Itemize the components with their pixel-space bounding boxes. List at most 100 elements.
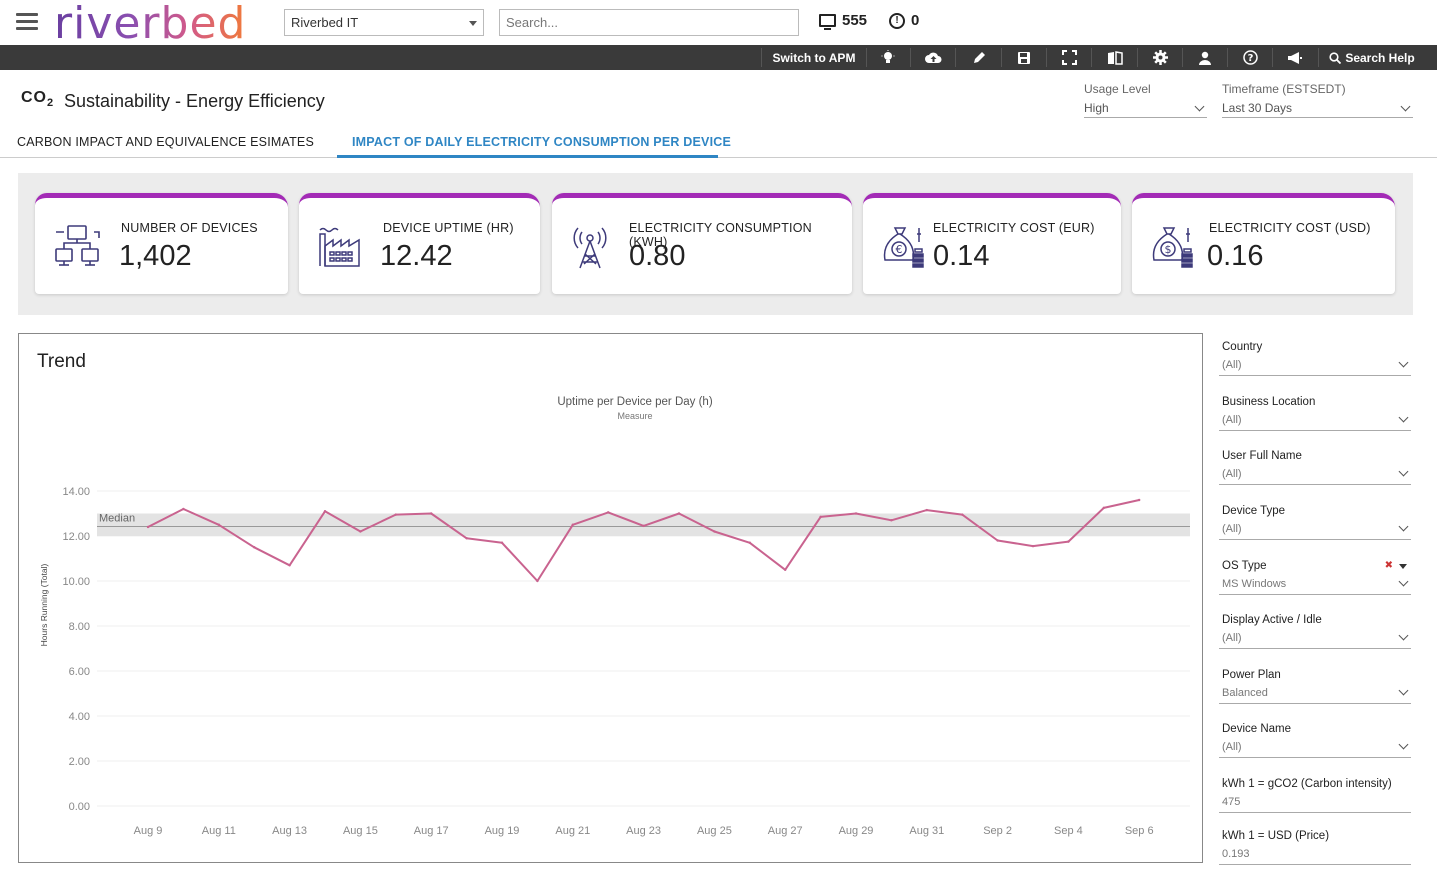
data-point (323, 510, 327, 513)
filter-label: kWh 1 = gCO2 (Carbon intensity) (1222, 778, 1392, 790)
kpi-value: 12.42 (380, 240, 453, 272)
filter-value[interactable]: MS Windows (1219, 576, 1411, 595)
toolbar-divider (910, 48, 911, 67)
y-tick-label: 6.00 (69, 666, 90, 678)
x-tick-label: Sep 2 (983, 825, 1012, 837)
y-tick-label: 12.00 (62, 531, 90, 543)
chevron-down-icon (1398, 412, 1409, 423)
filter-6[interactable]: Power Plan Balanced (1219, 669, 1411, 704)
filter-value[interactable]: 0.193 (1219, 848, 1411, 865)
kpi-card-devices: NUMBER OF DEVICES 1,402 (35, 193, 288, 294)
toolbar: Switch to APM (0, 45, 1437, 70)
filter-value[interactable]: (All) (1219, 521, 1411, 540)
lightbulb-icon[interactable] (868, 45, 908, 70)
data-point (1102, 506, 1106, 510)
search-input[interactable] (499, 9, 799, 36)
chart-title: Trend (37, 351, 86, 372)
tab-daily-electricity[interactable]: IMPACT OF DAILY ELECTRICITY CONSUMPTION … (352, 135, 732, 149)
kpi-card-consumption: ELECTRICITY CONSUMPTION (KWH) 0.80 (552, 193, 852, 294)
devices-icon (55, 225, 100, 266)
alerts-counter[interactable]: ! 0 (889, 12, 919, 29)
monitor-icon (819, 14, 836, 30)
co2-icon: CO2 (21, 89, 55, 110)
filter-9[interactable]: kWh 1 = USD (Price) 0.193 (1219, 830, 1411, 865)
fullscreen-icon[interactable] (1048, 45, 1090, 70)
org-select[interactable]: Riverbed IT (284, 9, 484, 36)
devices-counter[interactable]: 555 (819, 12, 868, 30)
switch-to-apm-button[interactable]: Switch to APM (772, 50, 856, 65)
timeframe-param[interactable]: Timeframe (ESTSEDT) Last 30 Days (1222, 82, 1413, 118)
filter-menu-icon[interactable] (1399, 564, 1407, 569)
y-axis-label: Hours Running (Total) (39, 563, 49, 646)
cloud-upload-icon[interactable] (912, 45, 954, 70)
devices-count: 555 (842, 12, 868, 29)
usage-level-label: Usage Level (1084, 82, 1151, 96)
clear-filter-icon[interactable]: ✖ (1384, 560, 1393, 571)
x-tick-label: Aug 21 (555, 825, 590, 837)
kpi-title: ELECTRICITY CONSUMPTION (KWH) (629, 221, 812, 249)
kpi-card-uptime: DEVICE UPTIME (HR) 12.42 (299, 193, 540, 294)
filter-value-text: MS Windows (1222, 578, 1287, 590)
filter-4[interactable]: OS Type ✖ MS Windows (1219, 560, 1411, 595)
filter-value-text: 475 (1222, 796, 1241, 808)
save-icon[interactable] (1003, 45, 1045, 70)
data-point (996, 539, 999, 542)
data-point (217, 523, 220, 526)
user-icon[interactable] (1184, 45, 1226, 70)
kpi-title: ELECTRICITY COST (USD) (1209, 221, 1371, 235)
gear-icon[interactable] (1139, 45, 1181, 70)
filter-label: Business Location (1222, 396, 1316, 408)
chevron-down-icon (1398, 685, 1409, 696)
book-icon[interactable] (1093, 45, 1136, 70)
kpi-card-cost-usd: $ ELECTRICITY COST (USD) 0.16 (1132, 193, 1395, 294)
data-point (253, 546, 256, 549)
median-label: Median (99, 513, 135, 525)
usage-level-select[interactable]: High (1084, 101, 1207, 118)
filter-value[interactable]: (All) (1219, 630, 1411, 649)
filter-5[interactable]: Display Active / Idle (All) (1219, 614, 1411, 649)
filter-0[interactable]: Country (All) (1219, 341, 1411, 376)
x-tick-label: Sep 4 (1054, 825, 1083, 837)
x-tick-label: Aug 31 (909, 825, 944, 837)
data-point (819, 515, 822, 519)
filter-value[interactable]: Balanced (1219, 685, 1411, 704)
y-tick-label: 14.00 (62, 486, 90, 498)
filter-2[interactable]: User Full Name (All) (1219, 450, 1411, 485)
trend-chart[interactable]: Uptime per Device per Day (h) Measure 0.00… (19, 334, 1202, 862)
filter-value[interactable]: (All) (1219, 357, 1411, 376)
filter-value[interactable]: (All) (1219, 466, 1411, 485)
filter-3[interactable]: Device Type (All) (1219, 505, 1411, 540)
data-point (925, 508, 928, 512)
search-help-button[interactable]: Search Help (1322, 45, 1422, 70)
filter-label: kWh 1 = USD (Price) (1222, 830, 1330, 842)
alerts-count: 0 (911, 12, 920, 29)
timeframe-select[interactable]: Last 30 Days (1222, 101, 1413, 118)
x-tick-label: Aug 27 (768, 825, 803, 837)
pencil-icon[interactable] (957, 45, 1000, 70)
data-point (854, 512, 858, 515)
brand-logo[interactable]: riverbed (54, 0, 247, 49)
megaphone-icon[interactable] (1274, 45, 1316, 70)
filter-value[interactable]: (All) (1219, 739, 1411, 758)
data-point (394, 513, 397, 516)
usage-level-param[interactable]: Usage Level High (1084, 82, 1207, 118)
data-point (430, 512, 433, 515)
kpi-value: 1,402 (119, 240, 192, 272)
filter-value[interactable]: 475 (1219, 796, 1411, 813)
x-tick-label: Aug 13 (272, 825, 307, 837)
filter-7[interactable]: Device Name (All) (1219, 723, 1411, 758)
tab-bar: CARBON IMPACT AND EQUIVALENCE ESIMATES I… (0, 126, 1437, 158)
filter-1[interactable]: Business Location (All) (1219, 396, 1411, 431)
hamburger-menu-icon[interactable] (16, 13, 38, 31)
data-point (1031, 544, 1035, 548)
kpi-title: DEVICE UPTIME (HR) (383, 221, 514, 235)
filter-label: Power Plan (1222, 669, 1281, 681)
filter-value[interactable]: (All) (1219, 412, 1411, 431)
euro-moneybag-icon: € (883, 227, 924, 268)
toolbar-divider (866, 48, 867, 67)
help-icon[interactable]: ? (1229, 45, 1271, 70)
filter-8[interactable]: kWh 1 = gCO2 (Carbon intensity) 475 (1219, 778, 1411, 813)
tab-carbon-impact[interactable]: CARBON IMPACT AND EQUIVALENCE ESIMATES (17, 135, 315, 149)
data-point (784, 568, 787, 571)
toolbar-divider (1318, 48, 1319, 67)
